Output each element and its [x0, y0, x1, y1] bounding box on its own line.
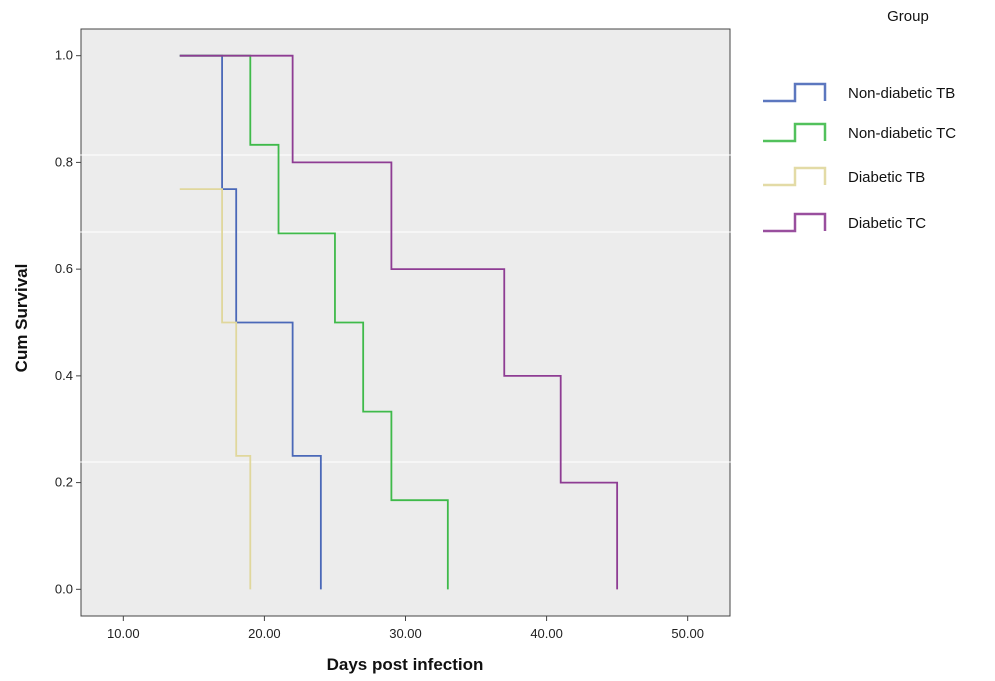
gridlines [0, 154, 995, 463]
legend-label: Non-diabetic TB [848, 85, 955, 102]
plot-area [80, 28, 731, 617]
legend-item: Diabetic TB [763, 166, 925, 187]
legend-item: Non-diabetic TB [763, 82, 955, 103]
series-line-2 [179, 54, 449, 590]
legend-swatch [763, 122, 827, 143]
legend-swatch [763, 166, 827, 187]
x-axis-title: Days post infection [327, 655, 484, 674]
x-tick-label: 10.00 [107, 626, 140, 641]
y-tick-label: 0.6 [55, 261, 73, 276]
x-tick-label: 30.00 [389, 626, 422, 641]
legend-item: Diabetic TC [763, 212, 926, 233]
legend-swatch [763, 212, 827, 233]
y-axis-title: Cum Survival [12, 264, 31, 373]
legend-item: Non-diabetic TC [763, 122, 956, 143]
y-tick-label: 1.0 [55, 48, 73, 63]
y-tick-label: 0.4 [55, 368, 73, 383]
y-tick-label: 0.8 [55, 154, 73, 169]
y-tick-label: 0.2 [55, 475, 73, 490]
series-layer [179, 54, 619, 590]
x-tick-label: 40.00 [530, 626, 563, 641]
legend-swatch [763, 82, 827, 103]
x-tick-label: 50.00 [671, 626, 704, 641]
legend-title: Group [887, 8, 929, 25]
legend-label: Diabetic TC [848, 215, 926, 232]
axes: 0.0 0.2 0.4 0.6 0.8 1.0 10.00 20.00 30.00 40.00 50… [55, 48, 704, 641]
series-line-3 [179, 188, 252, 590]
legend: Non-diabetic TB Non-diabetic TC Diabetic T… [763, 82, 956, 233]
legend-label: Non-diabetic TC [848, 125, 956, 142]
legend-label: Diabetic TB [848, 169, 925, 186]
series-line-4 [179, 54, 619, 590]
x-tick-label: 20.00 [248, 626, 281, 641]
y-tick-label: 0.0 [55, 581, 73, 596]
